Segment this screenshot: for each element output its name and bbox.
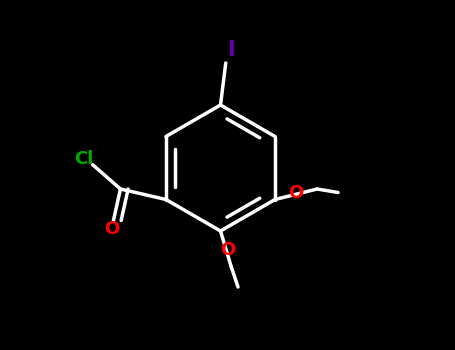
Text: I: I <box>228 40 235 60</box>
Text: O: O <box>104 220 119 238</box>
Text: O: O <box>220 241 235 259</box>
Text: Cl: Cl <box>74 150 93 168</box>
Text: O: O <box>288 184 303 202</box>
